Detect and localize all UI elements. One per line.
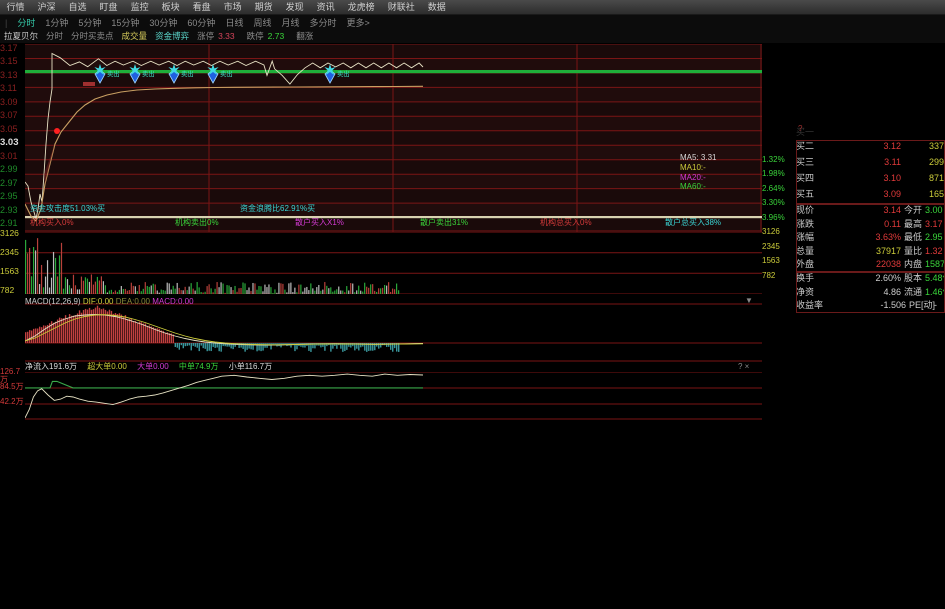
svg-text:卖出: 卖出 — [142, 69, 155, 78]
svg-text:卖出: 卖出 — [337, 69, 350, 78]
svg-text:卖出: 卖出 — [181, 69, 194, 78]
svg-text:卖出: 卖出 — [220, 69, 233, 78]
svg-text:卖出: 卖出 — [107, 69, 120, 78]
